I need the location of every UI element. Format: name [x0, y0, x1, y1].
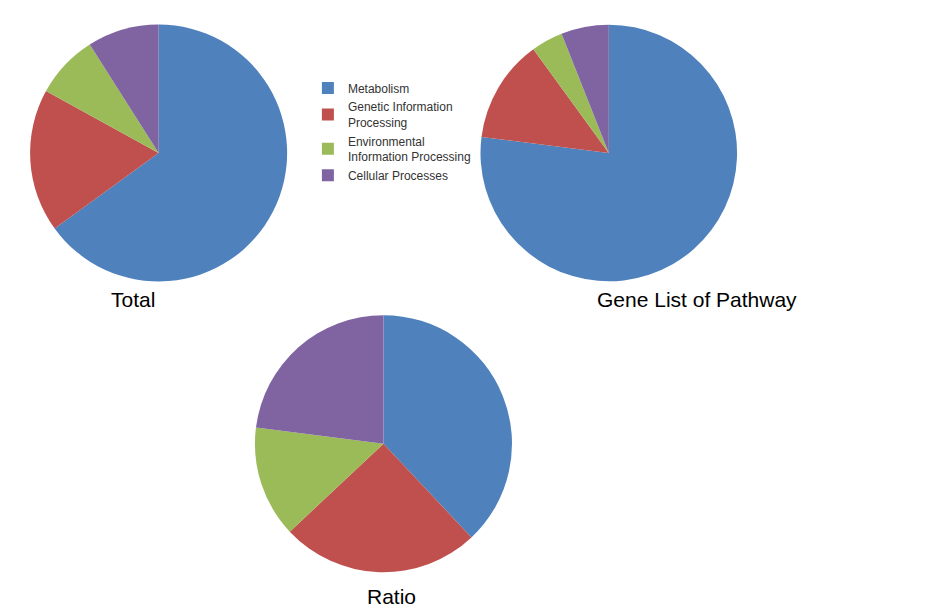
svg-text:Total: Total — [111, 288, 155, 311]
svg-text:Gene List of Pathway: Gene List of Pathway — [597, 288, 797, 311]
svg-text:Genetic InformationProcessing: Genetic InformationProcessing — [348, 100, 453, 130]
svg-text:EnvironmentalInformation Proce: EnvironmentalInformation Processing — [348, 135, 471, 165]
svg-text:Cellular Processes: Cellular Processes — [348, 169, 448, 183]
svg-text:Ratio: Ratio — [367, 585, 416, 608]
svg-text:Metabolism: Metabolism — [348, 82, 409, 96]
